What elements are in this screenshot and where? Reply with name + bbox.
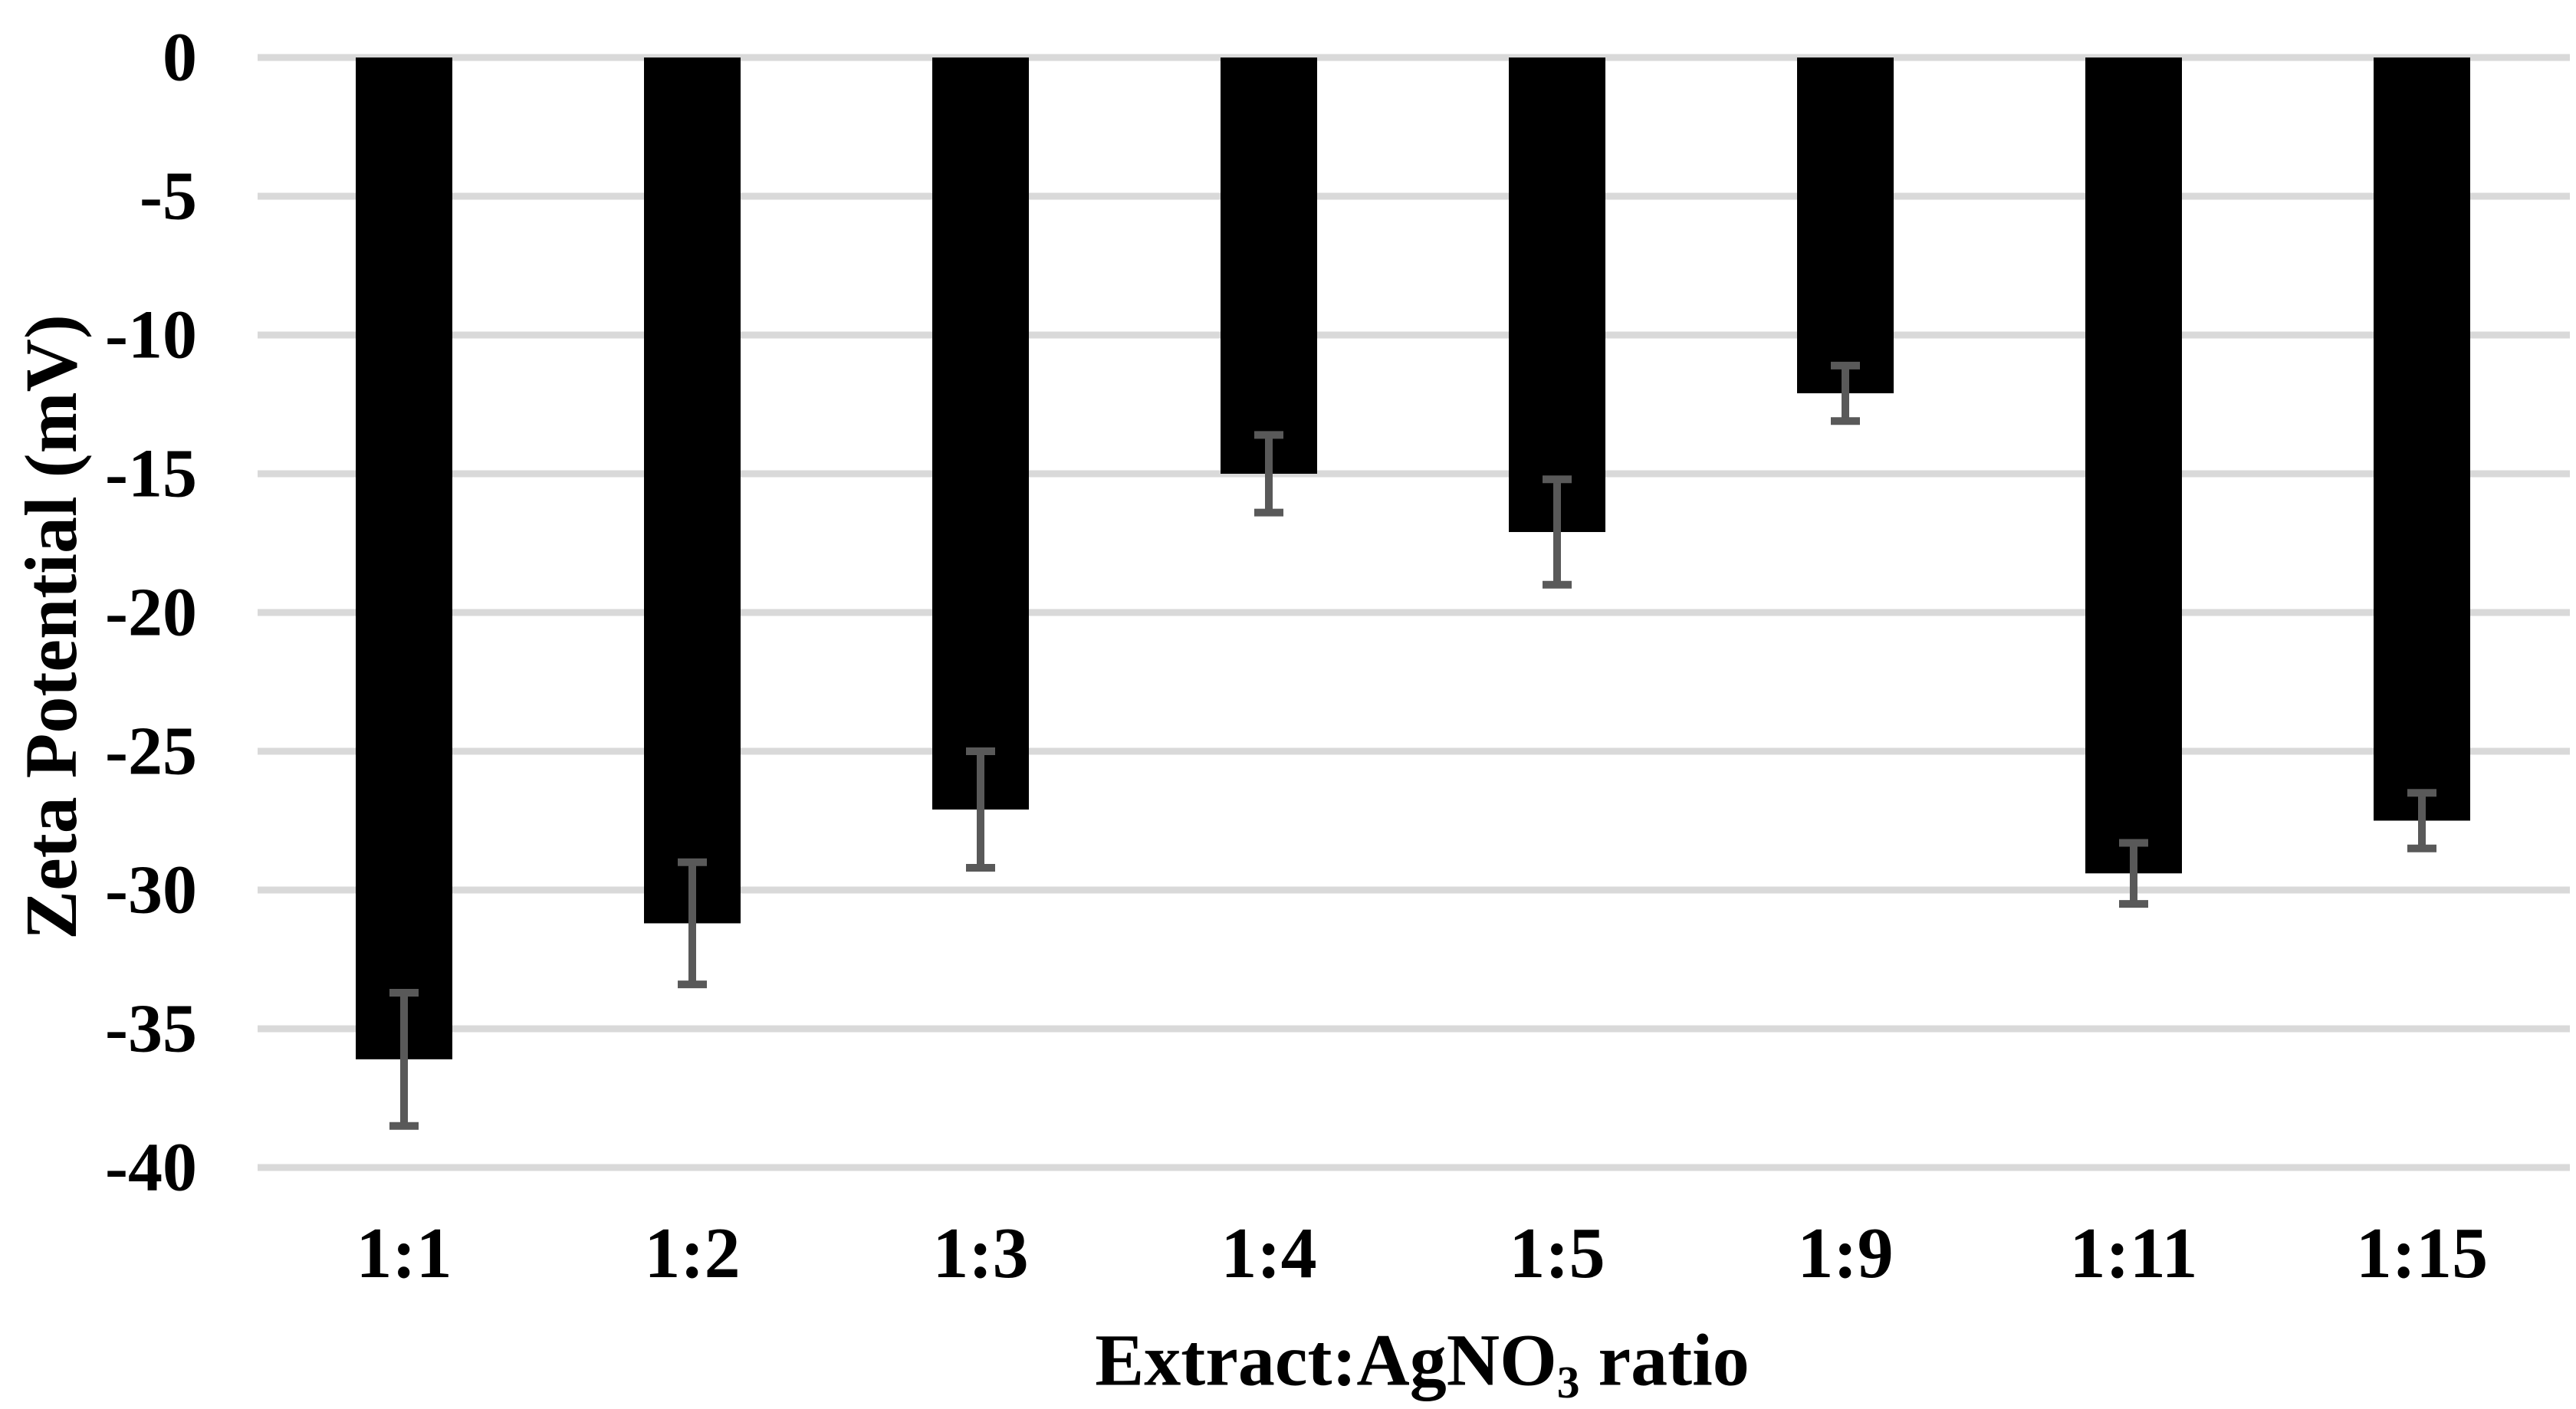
- x-category-label-1-15: 1:15: [2356, 1214, 2488, 1293]
- x-axis-title-prefix: Extract:AgNO: [1095, 1319, 1557, 1401]
- y-tick-label-neg40: -40: [105, 1130, 197, 1206]
- y-tick-label-neg15: -15: [105, 436, 197, 512]
- bar-1-3: [932, 57, 1029, 810]
- x-category-label-1-11: 1:11: [2069, 1214, 2197, 1293]
- x-category-label-1-2: 1:2: [644, 1214, 740, 1293]
- x-category-label-1-1: 1:1: [356, 1214, 452, 1293]
- y-tick-label-neg5: -5: [140, 159, 197, 235]
- y-tick-label-neg35: -35: [105, 991, 197, 1067]
- x-axis-title-suffix: ratio: [1579, 1319, 1750, 1401]
- bar-1-5: [1509, 57, 1605, 533]
- y-tick-label-neg30: -30: [105, 852, 197, 928]
- x-category-label-1-5: 1:5: [1509, 1214, 1605, 1293]
- x-axis-title: Extract:AgNO3 ratio: [1095, 1323, 1750, 1405]
- bar-1-15: [2374, 57, 2470, 821]
- bar-1-4: [1221, 57, 1317, 474]
- bar-1-2: [644, 57, 741, 924]
- y-tick-label-neg20: -20: [105, 575, 197, 651]
- y-tick-label-neg10: -10: [105, 297, 197, 373]
- x-axis-title-subscript: 3: [1556, 1357, 1580, 1408]
- bar-1-11: [2085, 57, 2182, 874]
- x-category-label-1-3: 1:3: [932, 1214, 1028, 1293]
- y-tick-label-neg25: -25: [105, 714, 197, 790]
- y-tick-label-0: 0: [163, 20, 197, 96]
- x-category-label-1-9: 1:9: [1797, 1214, 1893, 1293]
- y-axis-title: Zeta Potential (mV): [10, 314, 92, 940]
- bar-1-9: [1797, 57, 1894, 394]
- bar-1-1: [356, 57, 452, 1059]
- x-category-label-1-4: 1:4: [1221, 1214, 1316, 1293]
